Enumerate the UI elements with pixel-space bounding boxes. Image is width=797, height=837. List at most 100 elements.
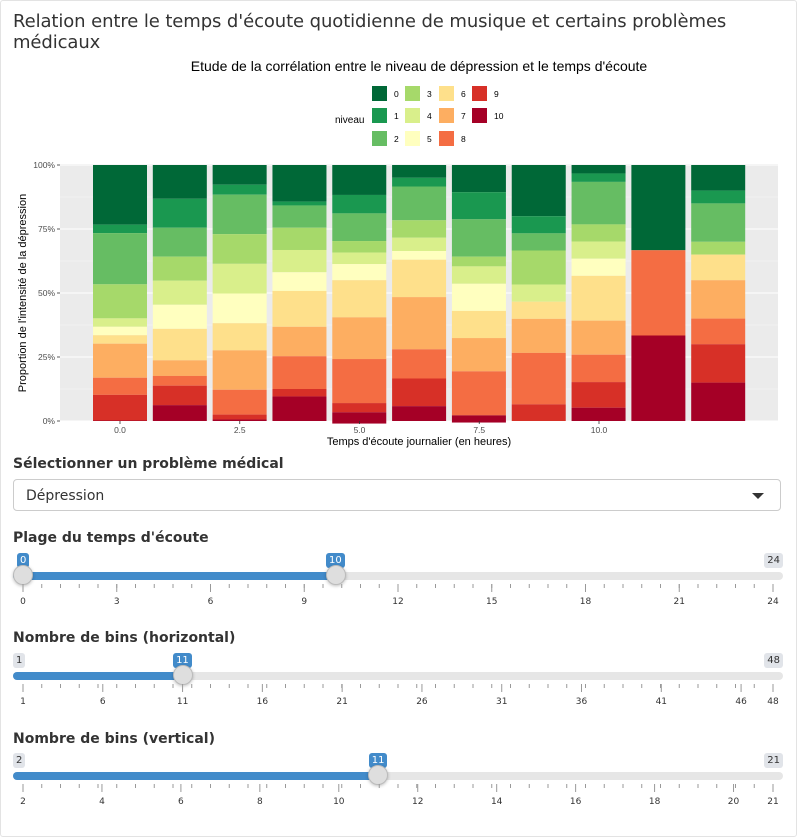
slider-tick-label: 31 xyxy=(496,697,507,707)
bar-segment xyxy=(93,335,147,344)
slider-track[interactable] xyxy=(13,572,783,580)
bins-vertical-slider[interactable]: 2 21 11 2 4 6 8 10 12 14 16 18 20 21 xyxy=(13,753,783,813)
bar-segment xyxy=(392,406,447,421)
bar-segment xyxy=(93,394,147,421)
slider-tick-label: 21 xyxy=(767,797,778,807)
bar-segment xyxy=(511,216,566,234)
bar-segment xyxy=(392,349,447,379)
legend-swatch xyxy=(372,131,387,146)
slider-tick-label: 6 xyxy=(178,797,184,807)
chevron-down-icon[interactable] xyxy=(752,493,764,499)
slider-track[interactable] xyxy=(13,772,783,780)
time-range-slider[interactable]: 0 24 0 10 0 3 6 9 12 15 18 21 24 xyxy=(13,553,783,613)
bar-segment xyxy=(332,403,387,413)
bar-segment xyxy=(212,350,267,390)
bar-segment xyxy=(451,266,506,284)
slider-tick-label: 48 xyxy=(767,697,779,707)
legend-label: 4 xyxy=(427,111,432,121)
bar-segment xyxy=(451,415,506,423)
bar-segment xyxy=(571,382,626,408)
slider-max-label: 21 xyxy=(764,753,783,768)
bar-segment xyxy=(392,237,447,252)
bar-segment xyxy=(451,283,506,311)
legend-swatch xyxy=(372,108,387,123)
bar-segment xyxy=(152,304,207,329)
slider-tick-label: 18 xyxy=(649,797,661,807)
page-title: Relation entre le temps d'écoute quotidi… xyxy=(13,11,727,53)
bar-segment xyxy=(451,165,506,193)
bar-segment xyxy=(332,412,387,424)
bar-segment xyxy=(392,259,447,298)
medical-select-value: Dépression xyxy=(26,488,105,504)
bar-segment xyxy=(511,352,566,405)
slider-max-label: 24 xyxy=(764,553,783,568)
legend-label: 0 xyxy=(394,89,399,99)
bar-segment xyxy=(212,293,267,324)
x-tick-label: 7.5 xyxy=(473,425,485,435)
slider-value-label: 11 xyxy=(173,653,192,668)
legend-label: 6 xyxy=(461,89,466,99)
slider-tick-label: 46 xyxy=(735,697,747,707)
legend-swatch xyxy=(472,108,487,123)
slider-tick-label: 6 xyxy=(208,597,214,607)
slider-ticks: 2 4 6 8 10 12 14 16 18 20 21 xyxy=(20,784,779,807)
slider-tick-label: 11 xyxy=(177,697,188,707)
bar-segment xyxy=(212,234,267,264)
slider-selected-bar[interactable] xyxy=(13,572,336,580)
legend-label: 2 xyxy=(394,134,399,144)
bar-segment xyxy=(451,310,506,339)
slider-tick-label: 2 xyxy=(20,797,26,807)
bar-segment xyxy=(152,165,207,199)
bar-segment xyxy=(152,385,207,406)
legend-title: niveau xyxy=(335,115,364,126)
legend-swatch xyxy=(405,131,420,146)
bar-segment xyxy=(451,192,506,220)
slider-tick-label: 12 xyxy=(412,797,423,807)
bar-segment xyxy=(691,241,746,255)
bar-segment xyxy=(392,186,447,221)
bar-segment xyxy=(631,165,686,251)
bar-segment xyxy=(332,280,387,318)
slider-to-label: 10 xyxy=(326,553,345,568)
slider-tick-label: 9 xyxy=(301,597,307,607)
bar-segment xyxy=(691,382,746,421)
slider-handle[interactable] xyxy=(368,765,389,785)
bar-segment xyxy=(631,250,686,336)
slider-tick-label: 14 xyxy=(491,797,503,807)
slider-selected-bar[interactable] xyxy=(13,772,379,780)
y-tick-label: 75% xyxy=(38,224,55,234)
bar-segment xyxy=(392,177,447,187)
bar-segment xyxy=(272,272,327,291)
bar-segment xyxy=(272,227,327,250)
legend-label: 9 xyxy=(494,89,499,99)
medical-select-label: Sélectionner un problème médical xyxy=(13,456,284,472)
bar-segment xyxy=(511,233,566,251)
medical-problem-select[interactable]: Dépression xyxy=(13,479,781,511)
bar-segment xyxy=(571,320,626,355)
slider-handle[interactable] xyxy=(172,665,193,685)
chart-title: Etude de la corrélation entre le niveau … xyxy=(191,58,648,74)
slider-tick-label: 12 xyxy=(392,597,403,607)
bar-segment xyxy=(212,419,267,421)
bins-horizontal-slider[interactable]: 1 48 11 1 6 11 16 21 26 31 36 41 46 48 xyxy=(13,653,783,713)
slider-tick-label: 16 xyxy=(570,797,582,807)
bar-segment xyxy=(691,165,746,191)
bar-segment xyxy=(93,420,147,421)
slider-handle-to[interactable] xyxy=(325,565,346,585)
slider-ticks: 0 3 6 9 12 15 18 21 24 xyxy=(20,584,779,607)
bar-segment xyxy=(272,326,327,357)
slider-tick-label: 8 xyxy=(257,797,263,807)
bar-segment xyxy=(152,198,207,228)
bar-segment xyxy=(272,201,327,206)
slider-selected-bar[interactable] xyxy=(13,672,183,680)
bar-segment xyxy=(212,389,267,415)
x-axis-title: Temps d'écoute journalier (en heures) xyxy=(327,436,511,448)
legend-label: 1 xyxy=(394,111,399,121)
bar-segment xyxy=(571,407,626,421)
stacked-bar-chart: Etude de la corrélation entre le niveau … xyxy=(17,58,778,448)
bar-segment xyxy=(93,224,147,234)
slider-handle-from[interactable] xyxy=(13,565,33,585)
bar-segment xyxy=(332,317,387,360)
slider-track[interactable] xyxy=(13,672,783,680)
slider-max-label: 48 xyxy=(764,653,783,668)
